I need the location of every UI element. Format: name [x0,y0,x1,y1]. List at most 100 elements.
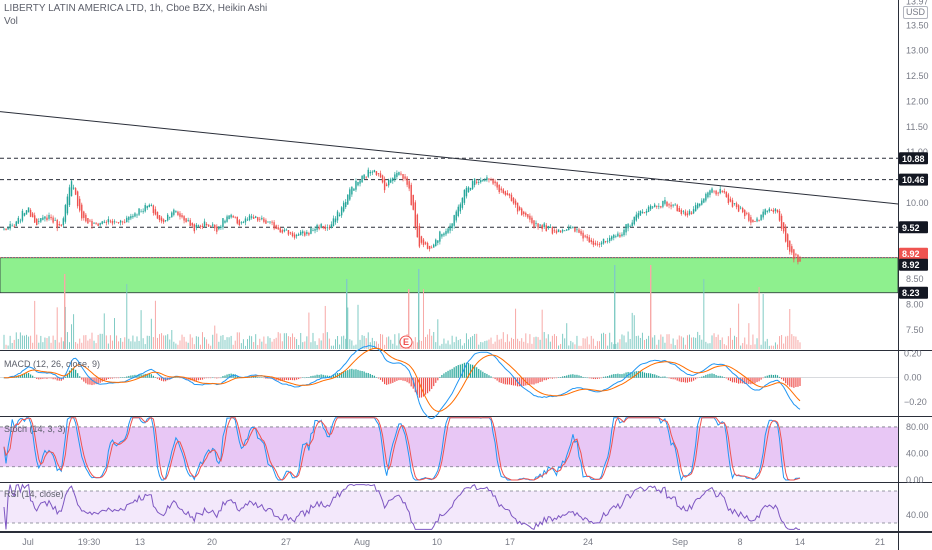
volume-bar [269,337,271,349]
volume-bar [314,341,316,349]
volume-bar [684,344,686,349]
candle-body [760,214,762,221]
candle-body [568,227,570,230]
macd-histogram-bar [787,377,789,386]
macd-histogram-bar [367,372,369,378]
macd-histogram-bar [173,377,175,378]
macd-histogram-bar [672,377,674,380]
macd-histogram-bar [46,377,48,379]
macd-histogram-bar [709,373,711,378]
rsi-band [0,491,898,523]
macd-histogram-bar [600,377,603,379]
macd-histogram-bar [265,377,267,379]
volume-bar [637,335,639,349]
candle-body [222,218,224,228]
zone-bottom-tag: 8.23 [902,288,920,298]
candle-body [731,200,734,207]
volume-bar [122,341,124,349]
candle-body [179,213,181,217]
macd-histogram-bar [314,375,316,378]
candle-body [154,209,157,215]
volume-bar [87,340,89,349]
candle-body [741,208,744,213]
macd-histogram-bar [523,377,525,386]
macd-histogram-bar [772,375,774,378]
volume-bar [126,284,128,349]
volume-bar [619,339,621,349]
time-tick-label: 21 [875,537,885,547]
macd-histogram-bar [347,370,349,378]
volume-bar [666,334,668,349]
macd-histogram-bar [547,377,549,380]
signal-line [4,347,801,412]
candle-body [299,231,302,235]
macd-histogram-bar [617,373,619,378]
volume-bar [334,339,336,349]
macd-histogram-bar [723,377,725,378]
candle-body [578,229,580,233]
candle-body [68,187,71,205]
volume-bar [588,344,590,349]
volume-bar [275,337,277,349]
macd-histogram-bar [717,375,719,378]
volume-bar [48,336,50,349]
candle-body [345,201,347,208]
volume-bar [228,337,230,349]
macd-histogram-bar [639,371,641,378]
volume-bar [328,338,330,349]
macd-histogram-bar [316,374,318,378]
volume-bar [596,341,598,349]
candle-body [246,219,249,221]
candle-body [435,239,437,247]
volume-bar [54,339,56,349]
macd-histogram-bar [764,376,766,378]
macd-histogram-bar [349,369,351,378]
candle-body [81,204,83,219]
volume-bar [118,341,120,349]
candle-body [48,214,50,219]
volume-bar [517,338,519,349]
volume-bar [392,343,394,349]
volume-bar [150,318,152,349]
level-tag-9.52-bg [899,221,928,234]
candle-body [117,222,120,223]
macd-histogram-bar [177,377,179,378]
volume-bar [793,336,795,349]
volume-bar [492,343,494,349]
volume-bar [740,345,742,349]
volume-bar [398,333,400,349]
candle-body [394,174,396,180]
macd-histogram-bar [621,374,623,378]
candle-body [36,218,38,226]
candle-body [557,229,560,232]
macd-histogram-bar [424,377,427,395]
candle-body [508,193,511,196]
macd-histogram-bar [578,375,580,378]
currency-badge[interactable]: USD [903,6,929,19]
volume-bar [5,344,7,349]
volume-bar [472,335,474,349]
macd-histogram-bar [70,368,73,378]
trendline [0,111,899,205]
volume-bar [300,332,302,349]
macd-histogram-bar [500,377,502,383]
volume-bar [455,336,457,349]
volume-bar [623,335,625,349]
volume-bar [191,337,193,349]
candle-body [234,216,236,218]
candle-body [439,231,441,242]
macd-histogram-bar [298,377,300,380]
earnings-marker[interactable]: E [399,335,413,349]
volume-bar [574,344,576,349]
candle-body [15,221,17,226]
macd-histogram-bar [572,374,574,378]
macd-histogram-bar [508,377,511,385]
volume-bar [230,335,232,349]
volume-bar [208,343,210,349]
volume-bar [83,335,85,349]
macd-histogram-bar [369,373,371,378]
volume-bar [351,340,353,349]
macd-histogram-bar [27,372,30,378]
volume-bar [568,345,570,349]
